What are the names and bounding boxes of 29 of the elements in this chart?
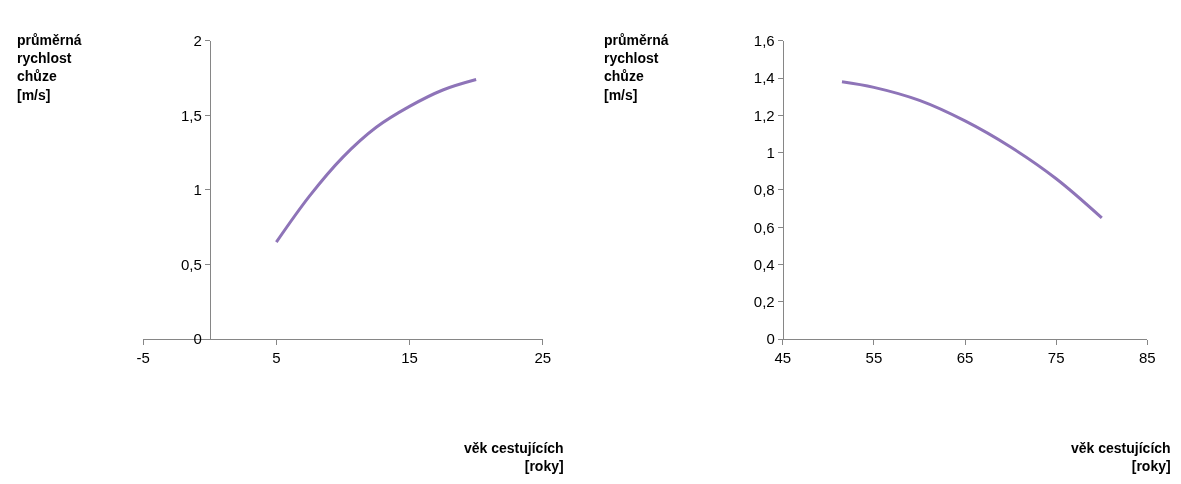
- x-tick-label: 55: [865, 349, 883, 367]
- x-tick-label: 15: [401, 349, 418, 367]
- line-series: [840, 80, 1104, 220]
- x-axis-title: věk cestujících [roky]: [1071, 440, 1171, 475]
- y-axis-title: průměrná rychlost chůze [m/s]: [17, 32, 82, 103]
- y-tick-label: 0: [193, 330, 202, 348]
- x-tick-label: 75: [1047, 349, 1065, 367]
- x-axis-title: věk cestujících [roky]: [464, 440, 564, 475]
- y-tick-label: 0,2: [753, 293, 775, 311]
- y-tick-label: 1,5: [180, 106, 202, 124]
- x-tick-label: 65: [956, 349, 974, 367]
- y-tick-label: 0,5: [180, 255, 202, 273]
- y-tick-label: 1,2: [753, 106, 775, 124]
- y-tick-label: 0,6: [753, 218, 775, 236]
- x-tick-label: 85: [1139, 349, 1156, 367]
- x-tick-label: 45: [774, 349, 792, 367]
- y-tick-label: 1,6: [753, 32, 775, 50]
- y-tick-label: 1: [766, 143, 775, 161]
- y-tick-label: 0,8: [753, 181, 775, 199]
- y-tick-label: 1,4: [753, 69, 775, 87]
- y-tick-label: 1: [193, 181, 202, 199]
- y-tick-label: 0,4: [753, 255, 775, 273]
- x-tick-label: 25: [534, 349, 552, 367]
- y-tick-label: 2: [193, 32, 202, 50]
- x-tick-label: -5: [136, 349, 150, 367]
- x-tick-label: 5: [272, 349, 281, 367]
- y-tick-label: 0: [766, 330, 775, 348]
- y-axis-title: průměrná rychlost chůze [m/s]: [604, 32, 669, 103]
- line-series: [274, 78, 478, 244]
